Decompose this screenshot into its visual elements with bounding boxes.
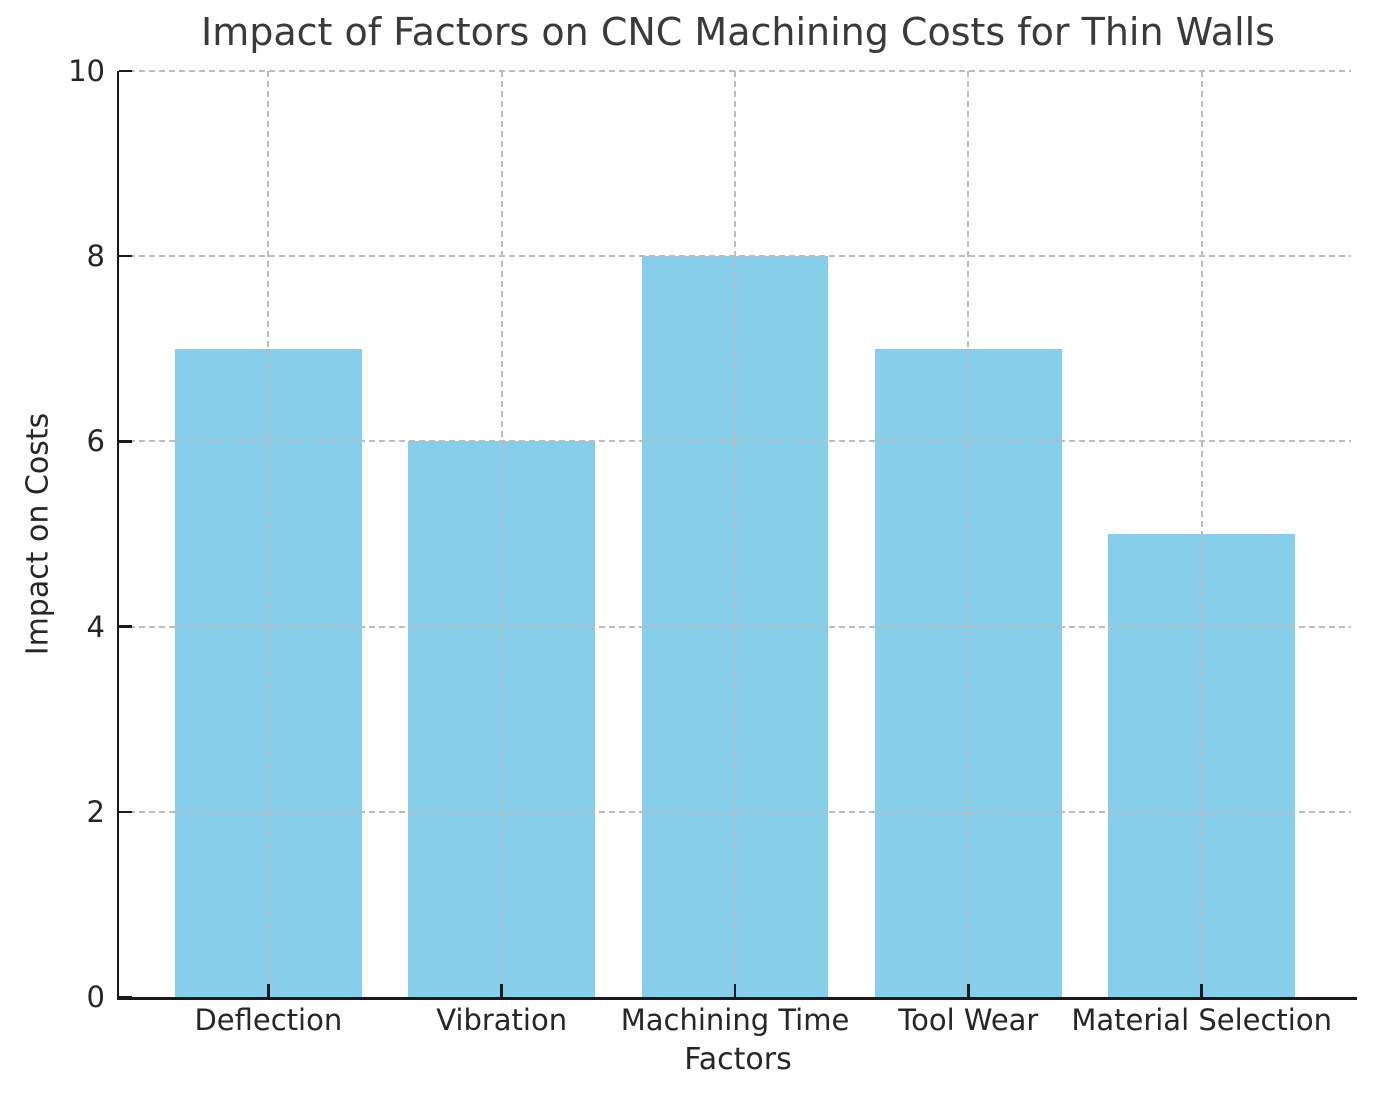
gridline-vertical <box>1200 71 1203 997</box>
y-tick-label-10: 10 <box>68 54 105 88</box>
y-tick-mark <box>119 69 132 73</box>
y-tick-mark <box>119 625 132 628</box>
x-tick-label-deflection: Deflection <box>194 1003 343 1037</box>
y-tick-label-8: 8 <box>86 239 105 274</box>
plot-area <box>116 69 1357 1000</box>
gridline-horizontal <box>119 70 1351 72</box>
gridline-vertical <box>967 71 970 997</box>
y-tick-label-6: 6 <box>86 424 105 459</box>
x-tick-mark <box>500 984 503 997</box>
x-tick-label-material-selection: Material Selection <box>1071 1003 1332 1037</box>
gridline-vertical <box>267 71 270 997</box>
y-tick-mark <box>119 254 132 258</box>
y-tick-label-0: 0 <box>86 980 105 1014</box>
gridline-horizontal <box>119 625 1351 628</box>
x-tick-mark <box>1200 984 1203 997</box>
x-tick-mark <box>733 984 737 997</box>
gridline-horizontal <box>119 440 1351 443</box>
x-tick-mark <box>967 984 970 997</box>
gridline-horizontal <box>119 255 1351 258</box>
gridline-vertical <box>734 71 736 997</box>
x-tick-mark <box>267 984 270 997</box>
chart-title: Impact of Factors on CNC Machining Costs… <box>201 10 1275 54</box>
x-axis-spine <box>116 997 1357 1000</box>
x-tick-label-vibration: Vibration <box>436 1003 568 1037</box>
y-tick-mark <box>119 810 132 814</box>
gridline-horizontal <box>119 810 1351 813</box>
x-tick-label-machining-time: Machining Time <box>620 1003 850 1037</box>
y-axis-spine <box>116 71 119 1000</box>
gridline-vertical <box>500 71 503 997</box>
x-tick-label-tool-wear: Tool Wear <box>898 1003 1039 1037</box>
y-tick-label-4: 4 <box>86 609 105 644</box>
y-tick-mark <box>119 440 132 443</box>
x-axis-label: Factors <box>684 1042 792 1077</box>
y-tick-label-2: 2 <box>86 794 105 829</box>
